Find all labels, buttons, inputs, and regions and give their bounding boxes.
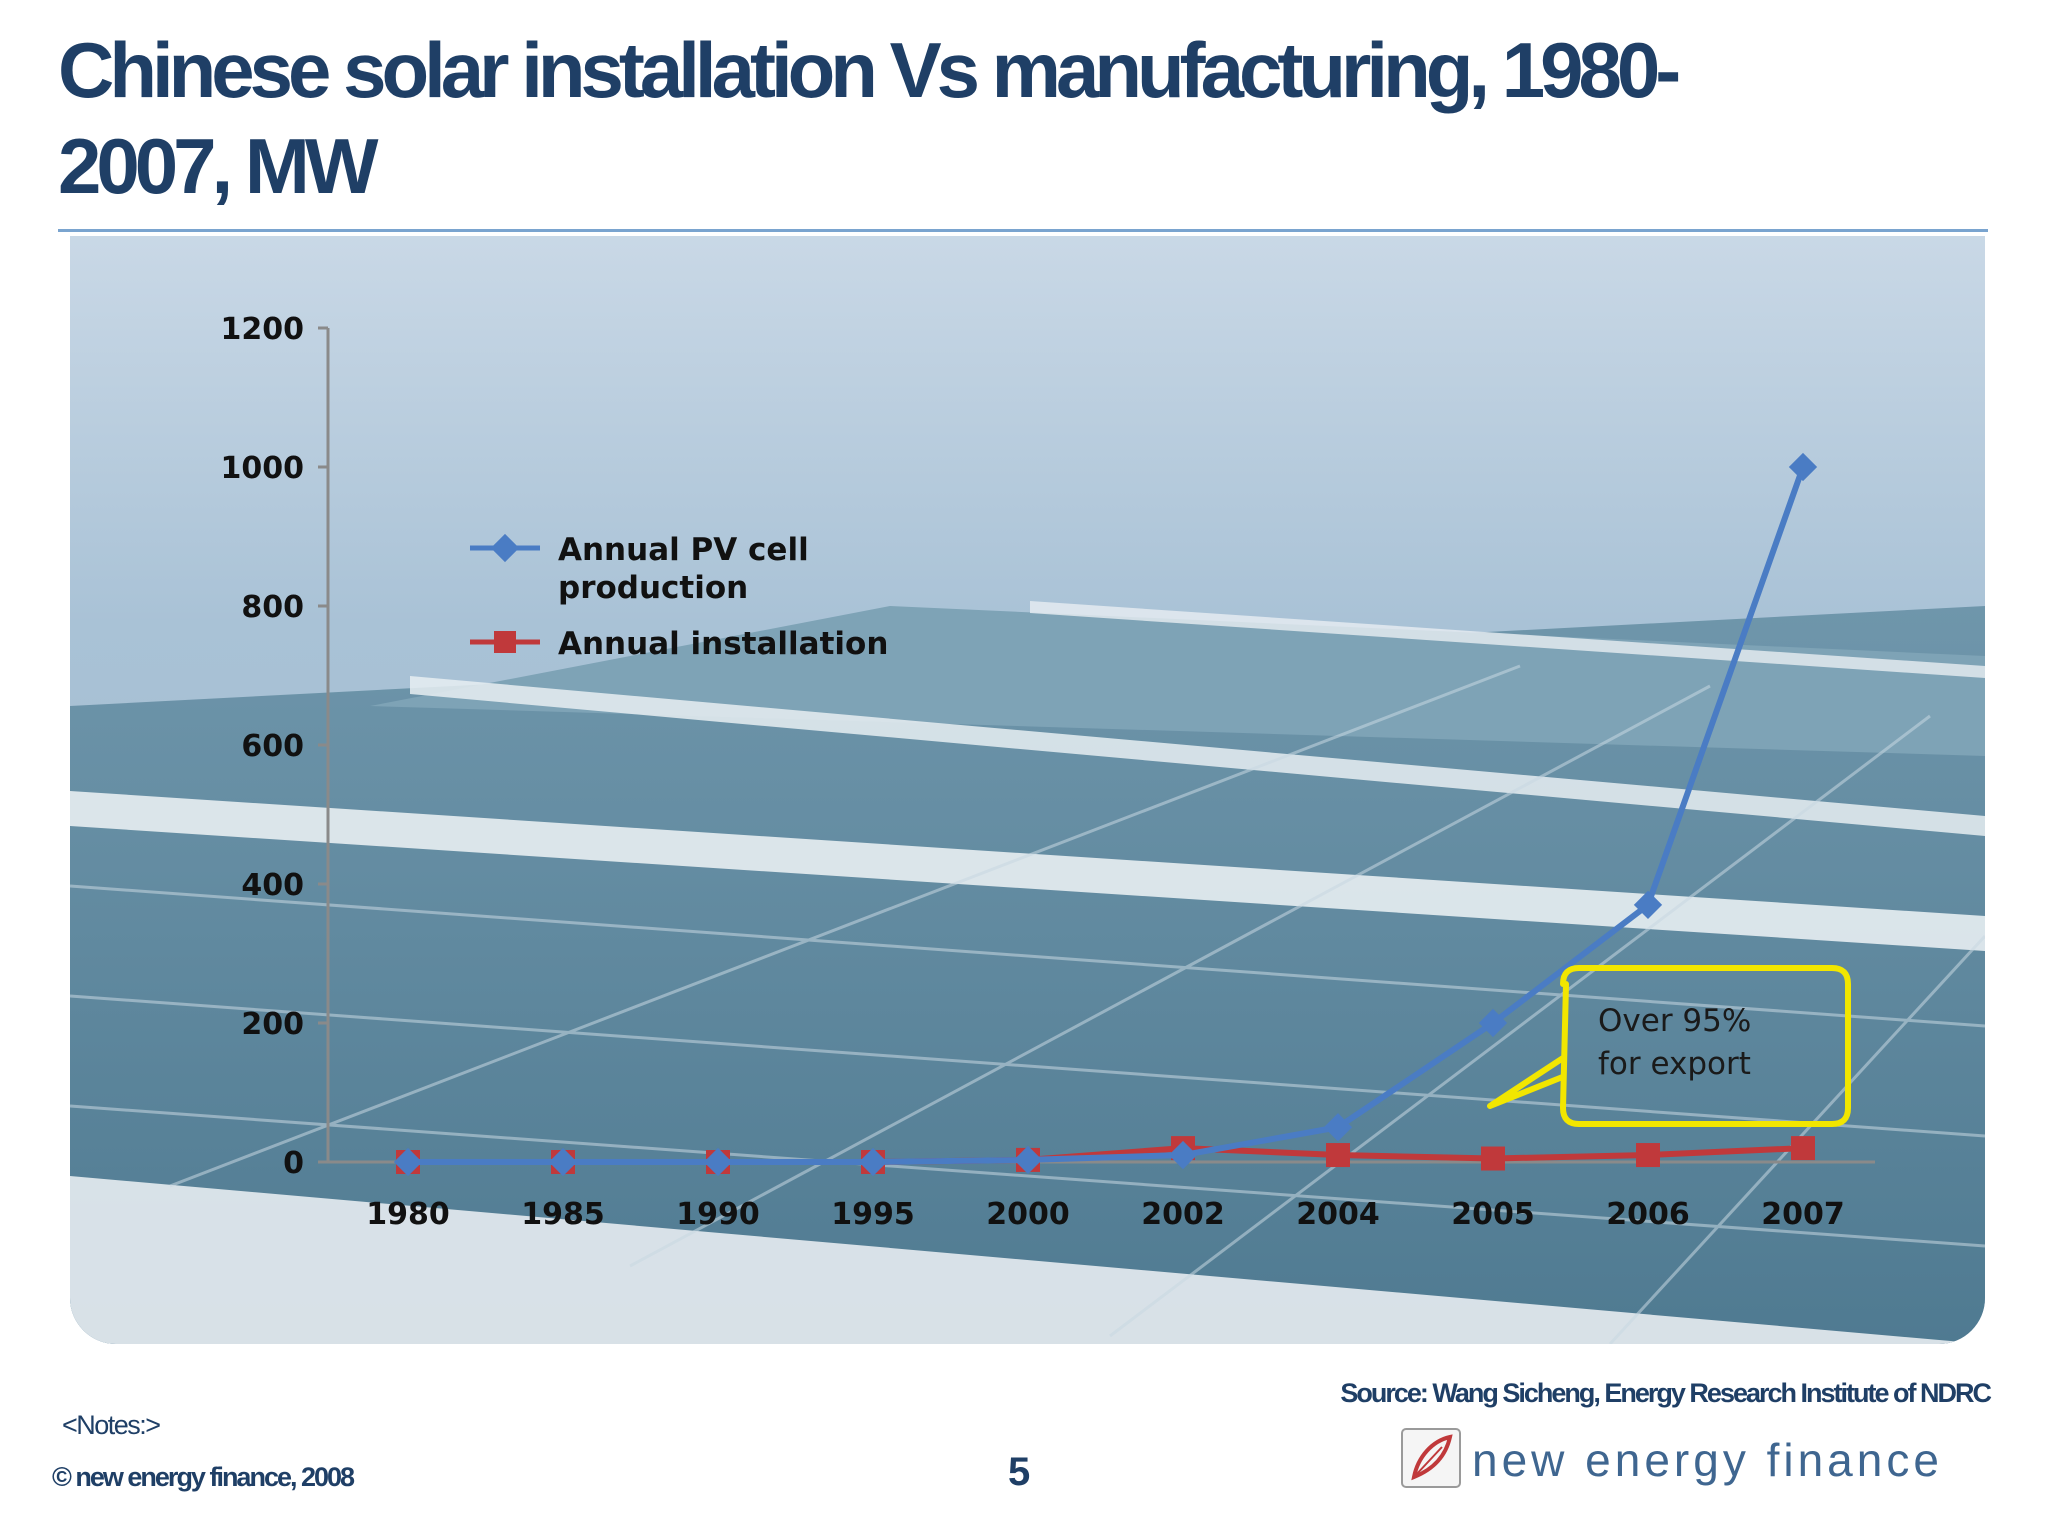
data-point-production [1788,452,1818,482]
leaf-logo-icon [1401,1428,1461,1488]
data-point-production [1013,1145,1043,1175]
y-tick-label: 800 [241,590,304,625]
y-tick-label: 1000 [221,451,305,486]
y-axis: 0 200 400 600 800 1000 1200 [221,312,330,1181]
data-point-installation [1326,1143,1350,1168]
y-tick-label: 200 [241,1007,304,1042]
legend-label-production-line2: production [558,570,748,606]
x-tick-label: 2004 [1296,1197,1380,1232]
callout-text-line1: Over 95% [1598,1003,1751,1039]
data-point-installation [1636,1143,1660,1168]
slide-title: Chinese solar installation Vs manufactur… [58,26,1681,210]
data-point-production [393,1147,423,1177]
x-tick-label: 2000 [986,1197,1070,1232]
legend: Annual PV cell production Annual install… [470,532,888,662]
data-point-installation [1791,1136,1815,1161]
x-tick-label: 1990 [676,1197,760,1232]
page-number: 5 [1008,1450,1031,1494]
callout-text-line2: for export [1598,1046,1751,1082]
legend-marker-production [490,533,520,563]
copyright: © new energy finance, 2008 [52,1462,355,1492]
x-axis: 1980 1985 1990 1995 2000 2002 2004 2005 2006 2007 [328,1160,1875,1232]
data-point-installation [1481,1146,1505,1171]
source-note: Source: Wang Sicheng, Energy Research In… [1340,1378,1992,1408]
x-tick-label: 2007 [1761,1197,1845,1232]
x-tick-label: 1985 [521,1197,605,1232]
data-point-production [1478,1008,1508,1038]
title-divider [58,229,1988,232]
data-point-production [548,1147,578,1177]
legend-label-production-line1: Annual PV cell [558,532,809,568]
x-tick-label: 1995 [831,1197,915,1232]
data-point-production [1168,1140,1198,1170]
x-tick-label: 1980 [366,1197,450,1232]
solar-panel-background: 0 200 400 600 800 1000 1200 1980 1985 1990 1995 20… [70,236,1985,1344]
y-tick-label: 400 [241,868,304,903]
series-line-production [408,465,1806,1165]
legend-marker-installation [494,631,516,653]
y-tick-label: 1200 [221,312,305,347]
brand-logo: new energy finance [1400,1425,2000,1495]
x-tick-label: 2005 [1451,1197,1535,1232]
brand-name: new energy finance [1472,1434,1943,1486]
data-point-production [858,1147,888,1177]
line-chart: 0 200 400 600 800 1000 1200 1980 1985 1990 1995 20… [221,312,1875,1232]
x-tick-label: 2002 [1141,1197,1225,1232]
callout-bubble [1487,965,1851,1127]
data-point-production [703,1147,733,1177]
series-layer [393,452,1818,1177]
export-callout: Over 95% for export [1487,965,1851,1127]
data-point-production [1323,1113,1353,1142]
x-tick-label: 2006 [1606,1197,1690,1232]
legend-label-installation: Annual installation [558,626,888,662]
y-tick-label: 600 [241,729,304,764]
data-point-production [1633,890,1663,919]
y-tick-label: 0 [283,1146,304,1181]
notes-placeholder: <Notes:> [62,1410,161,1440]
